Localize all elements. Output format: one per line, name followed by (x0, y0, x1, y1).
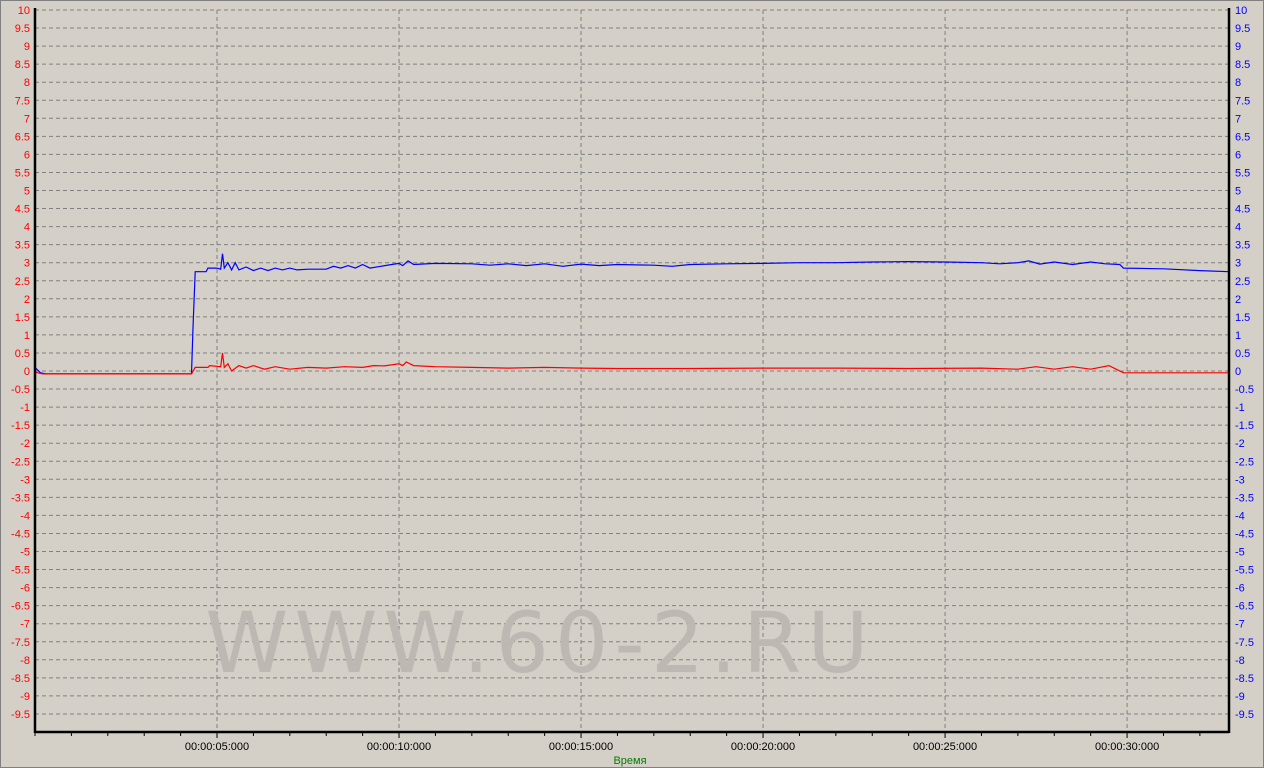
left-y-tick-label: -1.5 (11, 420, 30, 432)
left-y-tick-label: -2.5 (11, 456, 30, 468)
left-y-tick-label: -8.5 (11, 673, 30, 685)
right-y-tick-label: -1.5 (1235, 420, 1254, 432)
left-y-tick-label: -5.5 (11, 565, 30, 577)
right-y-tick-label: 1.5 (1235, 312, 1250, 324)
right-y-tick-label: -2.5 (1235, 456, 1254, 468)
right-y-tick-label: -1 (1235, 402, 1245, 414)
left-y-tick-label: 0.5 (15, 348, 30, 360)
right-y-tick-label: -9 (1235, 691, 1245, 703)
left-y-tick-label: 7.5 (15, 95, 30, 107)
left-y-tick-label: 5 (24, 186, 30, 198)
left-y-tick-label: 9 (24, 41, 30, 53)
right-y-tick-label: -0.5 (1235, 384, 1254, 396)
right-y-tick-label: -7 (1235, 619, 1245, 631)
x-tick-label: 00:00:25:000 (913, 741, 977, 753)
left-y-tick-label: 3.5 (15, 240, 30, 252)
left-y-tick-label: 5.5 (15, 167, 30, 179)
right-y-tick-label: 3.5 (1235, 240, 1250, 252)
right-y-tick-label: 1 (1235, 330, 1241, 342)
left-y-tick-label: 2 (24, 294, 30, 306)
watermark-logo: WWW.60-2.RU (205, 594, 874, 692)
right-y-tick-label: 8.5 (1235, 59, 1250, 71)
right-y-tick-label: 7.5 (1235, 95, 1250, 107)
x-tick-label: 00:00:05:000 (185, 741, 249, 753)
left-y-tick-label: -5 (20, 547, 30, 559)
right-y-tick-label: 2 (1235, 294, 1241, 306)
right-y-tick-label: 3 (1235, 258, 1241, 270)
right-y-tick-label: -5 (1235, 547, 1245, 559)
right-y-tick-label: 6 (1235, 149, 1241, 161)
right-y-tick-label: 5 (1235, 186, 1241, 198)
left-y-tick-label: 7 (24, 113, 30, 125)
series-group (34, 253, 1230, 375)
left-y-tick-label: 1.5 (15, 312, 30, 324)
left-y-tick-label: 0 (24, 366, 30, 378)
left-y-tick-label: -1 (20, 402, 30, 414)
right-y-tick-label: -5.5 (1235, 565, 1254, 577)
right-y-tick-label: -3.5 (1235, 492, 1254, 504)
grid (35, 9, 1229, 732)
left-y-tick-label: -7 (20, 619, 30, 631)
left-y-tick-label: 1 (24, 330, 30, 342)
right-y-tick-label: 8 (1235, 77, 1241, 89)
x-tick-label: 00:00:10:000 (367, 741, 431, 753)
right-y-tick-label: 7 (1235, 113, 1241, 125)
left-y-tick-label: -3.5 (11, 492, 30, 504)
right-y-tick-label: 10 (1235, 5, 1247, 17)
right-y-tick-label: -9.5 (1235, 709, 1254, 721)
right-y-tick-label: -2 (1235, 438, 1245, 450)
x-axis-label: Время (613, 755, 646, 767)
left-y-tick-label: -8 (20, 655, 30, 667)
left-y-tick-label: 8 (24, 77, 30, 89)
left-y-tick-label: -3 (20, 474, 30, 486)
series-line-blue (34, 253, 1230, 375)
left-y-tick-label: 3 (24, 258, 30, 270)
right-y-tick-label: -4.5 (1235, 528, 1254, 540)
left-y-tick-label: 10 (18, 5, 30, 17)
right-y-tick-label: -6.5 (1235, 601, 1254, 613)
right-y-tick-label: -6 (1235, 583, 1245, 595)
left-y-tick-label: -7.5 (11, 637, 30, 649)
right-y-tick-label: 0 (1235, 366, 1241, 378)
left-y-tick-label: -0.5 (11, 384, 30, 396)
x-tick-label: 00:00:30:000 (1095, 741, 1159, 753)
right-y-tick-label: 9 (1235, 41, 1241, 53)
left-y-tick-label: -4.5 (11, 528, 30, 540)
series-line-red (34, 352, 1229, 375)
axes: 10 109.5 9.59 98.5 8.58 87.5 7.57 76.5 6.56 65.5 5… (11, 5, 1254, 753)
left-y-tick-label: -6 (20, 583, 30, 595)
left-y-tick-label: 6.5 (15, 131, 30, 143)
left-y-tick-label: 6 (24, 149, 30, 161)
left-y-tick-label: -9 (20, 691, 30, 703)
left-y-tick-label: 8.5 (15, 59, 30, 71)
x-tick-label: 00:00:15:000 (549, 741, 613, 753)
left-y-tick-label: 4.5 (15, 204, 30, 216)
right-y-tick-label: 6.5 (1235, 131, 1250, 143)
left-y-tick-label: 2.5 (15, 276, 30, 288)
right-y-tick-label: -3 (1235, 474, 1245, 486)
right-y-tick-label: 4 (1235, 222, 1241, 234)
right-y-tick-label: -8 (1235, 655, 1245, 667)
right-y-tick-label: 5.5 (1235, 167, 1250, 179)
right-y-tick-label: -7.5 (1235, 637, 1254, 649)
left-y-tick-label: 4 (24, 222, 30, 234)
left-y-tick-label: -2 (20, 438, 30, 450)
right-y-tick-label: 9.5 (1235, 23, 1250, 35)
right-y-tick-label: 4.5 (1235, 204, 1250, 216)
right-y-tick-label: -8.5 (1235, 673, 1254, 685)
right-y-tick-label: 0.5 (1235, 348, 1250, 360)
left-y-tick-label: -9.5 (11, 709, 30, 721)
left-y-tick-label: 9.5 (15, 23, 30, 35)
right-y-tick-label: 2.5 (1235, 276, 1250, 288)
left-y-tick-label: -6.5 (11, 601, 30, 613)
left-y-tick-label: -4 (20, 510, 30, 522)
right-y-tick-label: -4 (1235, 510, 1245, 522)
x-tick-label: 00:00:20:000 (731, 741, 795, 753)
